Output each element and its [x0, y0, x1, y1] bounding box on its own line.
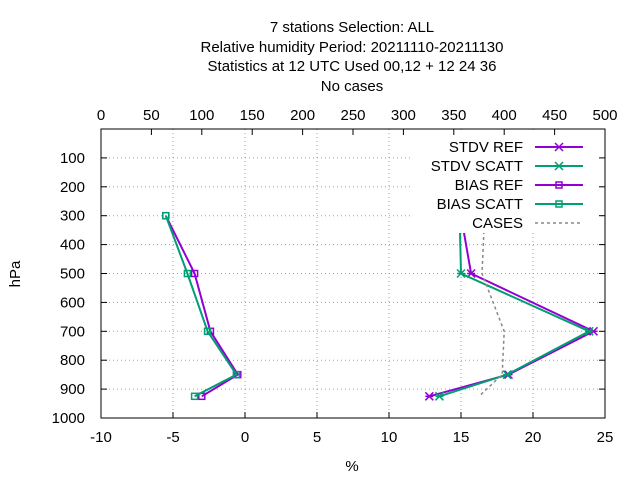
legend-label: BIAS REF: [455, 177, 523, 194]
x2-tick-label: 50: [143, 107, 160, 124]
y-tick-label: 200: [60, 179, 85, 196]
x2-tick-label: 0: [97, 107, 105, 124]
asterisk-marker: [554, 161, 564, 171]
x-tick-label: -10: [90, 429, 112, 446]
asterisk-marker: [424, 391, 434, 401]
x2-axis-ticks: 0 50 100 150 200 250 300 350 400 450 500: [97, 107, 618, 135]
x-tick-label: 15: [453, 429, 470, 446]
series-layer: [162, 206, 599, 401]
x-axis-label: %: [345, 458, 358, 475]
square-marker: [555, 181, 563, 189]
legend-label: BIAS SCATT: [437, 196, 523, 213]
y-tick-label: 400: [60, 237, 85, 254]
legend-label: STDV SCATT: [431, 158, 523, 175]
title-line-4: No cases: [321, 78, 384, 95]
x2-tick-label: 450: [542, 107, 567, 124]
series-line: [164, 215, 238, 398]
x2-tick-label: 300: [391, 107, 416, 124]
square-marker: [162, 211, 170, 220]
square-marker: [183, 269, 192, 278]
x-tick-label: 0: [241, 429, 249, 446]
title-line-2: Relative humidity Period: 20211110-20211…: [201, 39, 504, 56]
chart-title: 7 stations Selection: ALL Relative humid…: [201, 19, 504, 95]
x2-tick-label: 500: [592, 107, 617, 124]
series-bias-scatt: [162, 211, 241, 401]
y-tick-label: 600: [60, 294, 85, 311]
x2-tick-label: 350: [441, 107, 466, 124]
y-tick-label: 100: [60, 150, 85, 167]
legend-entry: BIAS REF: [455, 177, 583, 194]
title-line-1: 7 stations Selection: ALL: [270, 19, 434, 36]
x-tick-label: 5: [313, 429, 321, 446]
x2-tick-label: 100: [189, 107, 214, 124]
asterisk-marker: [502, 370, 512, 380]
legend-entry: STDV REF: [449, 139, 583, 156]
square-marker: [190, 392, 199, 401]
series-line: [429, 215, 596, 398]
square-marker: [232, 370, 241, 379]
title-line-3: Statistics at 12 UTC Used 00,12 + 12 24 …: [208, 58, 497, 75]
legend-entry: STDV SCATT: [431, 158, 583, 175]
x-tick-label: -5: [166, 429, 179, 446]
series-line: [439, 215, 592, 398]
asterisk-marker: [456, 268, 466, 279]
asterisk-marker: [554, 142, 564, 152]
legend-background: [413, 133, 601, 233]
y-tick-label: 800: [60, 352, 85, 369]
y-axis-label: hPa: [7, 260, 24, 287]
y-tick-label: 500: [60, 266, 85, 283]
legend-label: STDV REF: [449, 139, 523, 156]
legend-label: CASES: [472, 215, 523, 232]
x2-tick-label: 400: [492, 107, 517, 124]
x2-tick-label: 250: [340, 107, 365, 124]
x2-tick-label: 200: [290, 107, 315, 124]
x2-tick-label: 150: [240, 107, 265, 124]
y-tick-label: 1000: [52, 410, 85, 427]
asterisk-marker: [434, 391, 444, 401]
y-axis-ticks: 100 200 300 400 500 600 700 800 900 1000: [52, 150, 605, 427]
x-tick-label: 10: [381, 429, 398, 446]
y-tick-label: 700: [60, 323, 85, 340]
legend-entry: CASES: [472, 215, 583, 232]
legend-entry: BIAS SCATT: [437, 196, 583, 213]
y-tick-label: 900: [60, 381, 85, 398]
square-marker: [203, 327, 212, 336]
x-tick-label: 20: [525, 429, 542, 446]
legend: STDV REF STDV SCATT BIAS REF BIAS SCATT CASE…: [413, 133, 601, 233]
x-axis-ticks: -10 -5 0 5 10 15 20 25: [90, 412, 613, 446]
series-cases: [478, 206, 505, 397]
y-tick-label: 300: [60, 208, 85, 225]
square-marker: [190, 269, 199, 278]
series-line: [478, 206, 505, 397]
x-tick-label: 25: [597, 429, 614, 446]
asterisk-marker: [584, 326, 594, 336]
square-marker: [555, 200, 563, 208]
